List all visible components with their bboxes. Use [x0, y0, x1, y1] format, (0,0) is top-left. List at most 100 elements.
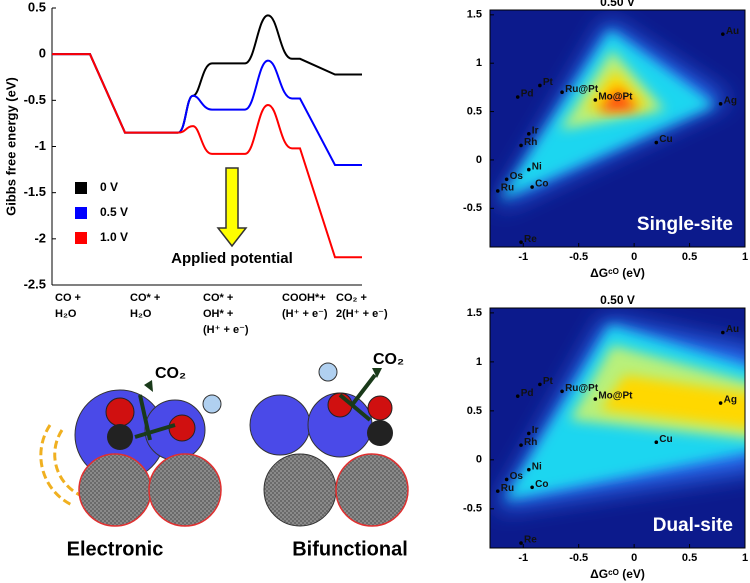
- annotation: Applied potential: [171, 250, 293, 267]
- y-tick-label: 0.5: [467, 405, 482, 417]
- x-tick-label: -0.5: [569, 251, 588, 263]
- point-label: Pt: [543, 77, 554, 88]
- schematic-bifunctional: [249, 362, 409, 527]
- y-tick-label: 0: [476, 154, 482, 166]
- point-label: Cu: [659, 434, 672, 445]
- y-axis-label: Gibbs free energy (eV): [3, 77, 18, 216]
- y-tick-label: -1: [34, 138, 46, 153]
- point: [519, 541, 523, 545]
- legend-swatch: [75, 207, 87, 219]
- point: [530, 485, 534, 490]
- point-label: Pd: [521, 89, 534, 100]
- point: [538, 382, 542, 387]
- x-tick-label: (H⁺ + e⁻): [203, 324, 249, 336]
- point: [519, 240, 523, 244]
- point-label: Pd: [521, 388, 534, 399]
- point-label: Ru: [501, 183, 514, 194]
- point-label: Co: [535, 179, 548, 190]
- point-label: Pt: [543, 376, 554, 387]
- point-label: Ir: [532, 125, 539, 136]
- point: [721, 330, 725, 335]
- point: [504, 477, 509, 482]
- y-tick-label: 1: [476, 57, 482, 69]
- chart-title: 0.50 V: [600, 0, 635, 9]
- legend-label: 0 V: [100, 180, 118, 194]
- x-tick-label: 0: [631, 552, 637, 564]
- x-tick-label: -1: [518, 552, 528, 564]
- point-label: Au: [726, 26, 739, 37]
- point-label: Os: [510, 171, 524, 182]
- point: [721, 32, 725, 36]
- x-tick-label: 2(H⁺ + e⁻): [336, 308, 388, 320]
- schematic-label: Electronic: [67, 538, 164, 560]
- point: [495, 489, 500, 493]
- point: [654, 440, 659, 445]
- point-label: Mo@Pt: [598, 92, 633, 103]
- point: [527, 167, 531, 172]
- x-tick-label: H₂O: [130, 308, 152, 320]
- heatmap-single: [490, 10, 745, 247]
- point: [560, 389, 564, 394]
- x-tick-label: -0.5: [569, 552, 588, 564]
- y-tick-label: 1.5: [467, 9, 482, 21]
- x-tick-label: CO* +: [203, 292, 233, 304]
- potential-arrow: [216, 167, 248, 248]
- point-label: Ru@Pt: [565, 383, 599, 394]
- x-tick-label: 1: [742, 552, 748, 564]
- point-label: Au: [726, 324, 739, 335]
- point: [538, 83, 542, 88]
- point-label: Rh: [524, 437, 537, 448]
- point-label: Ag: [724, 395, 737, 406]
- x-tick-label: COOH*+: [282, 292, 326, 304]
- point-label: Ni: [532, 461, 542, 472]
- y-tick-label: 0.5: [467, 105, 482, 117]
- point: [718, 401, 723, 405]
- point-label: Ru@Pt: [565, 84, 599, 95]
- point-label: Rh: [524, 137, 537, 148]
- y-tick-label: 0.5: [28, 0, 46, 14]
- point-label: Os: [510, 471, 524, 482]
- x-axis-label: ΔGᶜᴼ (eV): [590, 567, 645, 581]
- y-tick-label: 1: [476, 356, 482, 368]
- point: [495, 189, 500, 193]
- x-tick-label: CO* +: [130, 292, 160, 304]
- plot-frame: [489, 307, 746, 549]
- legend-swatch: [75, 232, 87, 244]
- point: [519, 443, 523, 447]
- energy-line: [52, 53, 362, 166]
- x-tick-label: 1: [742, 251, 748, 263]
- x-tick-label: 0.5: [682, 251, 697, 263]
- point-label: Mo@Pt: [598, 391, 633, 402]
- point: [718, 102, 723, 106]
- y-tick-label: -0.5: [463, 503, 482, 515]
- product-label: CO₂: [155, 365, 186, 382]
- schematic-electronic: [39, 380, 222, 527]
- panel-label: Dual-site: [653, 515, 733, 536]
- plot-frame: [489, 9, 746, 248]
- point-label: Ag: [724, 95, 737, 106]
- legend-swatch: [75, 182, 87, 194]
- point-label: Co: [535, 479, 548, 490]
- y-tick-label: -0.5: [24, 92, 46, 107]
- y-tick-label: -1.5: [24, 184, 46, 199]
- point: [560, 90, 564, 95]
- heatmap-dual: [490, 308, 745, 548]
- energy-line: [52, 53, 362, 259]
- chart-title: 0.50 V: [600, 293, 635, 307]
- point: [530, 185, 534, 189]
- point-label: Re: [524, 234, 537, 245]
- point: [527, 431, 531, 436]
- x-tick-label: CO₂ +: [336, 292, 367, 304]
- point: [504, 177, 509, 182]
- y-tick-label: -2.5: [24, 276, 46, 291]
- product-label: CO₂: [373, 351, 404, 368]
- point-label: Re: [524, 535, 537, 546]
- point-label: Ir: [532, 425, 539, 436]
- point: [527, 467, 531, 472]
- x-tick-label: OH* +: [203, 308, 233, 320]
- point: [515, 95, 520, 99]
- point-label: Cu: [659, 134, 672, 145]
- point: [654, 140, 659, 145]
- point-label: Ni: [532, 161, 542, 172]
